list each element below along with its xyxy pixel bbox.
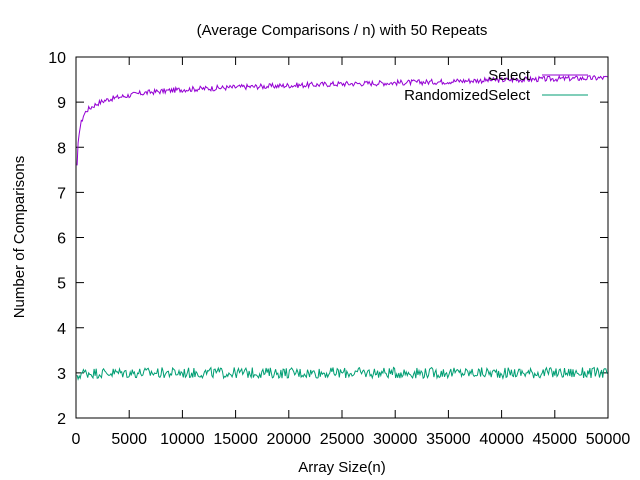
- y-tick-label: 8: [57, 140, 66, 157]
- y-tick-label: 5: [57, 276, 66, 293]
- y-tick-label: 9: [57, 95, 66, 112]
- x-tick-label: 20000: [267, 431, 312, 448]
- x-tick-label: 50000: [586, 431, 631, 448]
- x-tick-label: 5000: [111, 431, 147, 448]
- axis-ticks: [75, 56, 609, 419]
- x-tick-label: 45000: [533, 431, 578, 448]
- tick-labels: 2 3 4 5 6 7 8 9 10 0 5000 10000 15000 20000 25000 30000…: [48, 50, 630, 448]
- x-tick-label: 40000: [479, 431, 524, 448]
- series-line-randomizedselect: [76, 366, 609, 381]
- chart-title: (Average Comparisons / n) with 50 Repeat…: [197, 22, 488, 39]
- x-axis-label: Array Size(n): [298, 459, 386, 476]
- legend: Select RandomizedSelect: [404, 67, 588, 104]
- y-tick-label: 6: [57, 231, 66, 248]
- x-tick-label: 10000: [160, 431, 205, 448]
- x-tick-label: 25000: [320, 431, 365, 448]
- series-group: [76, 74, 609, 381]
- y-tick-label: 3: [57, 366, 66, 383]
- x-tick-label: 0: [72, 431, 81, 448]
- legend-label: Select: [488, 67, 531, 84]
- y-tick-label: 4: [57, 321, 66, 338]
- y-axis-label: Number of Comparisons: [11, 156, 28, 319]
- series-line-select: [76, 74, 609, 166]
- x-tick-label: 15000: [213, 431, 258, 448]
- plot-frame: [75, 56, 609, 419]
- x-tick-label: 35000: [426, 431, 471, 448]
- y-tick-label: 2: [57, 411, 66, 428]
- y-tick-label: 7: [57, 185, 66, 202]
- x-tick-label: 30000: [373, 431, 418, 448]
- legend-label: RandomizedSelect: [404, 87, 531, 104]
- y-tick-label: 10: [48, 50, 66, 67]
